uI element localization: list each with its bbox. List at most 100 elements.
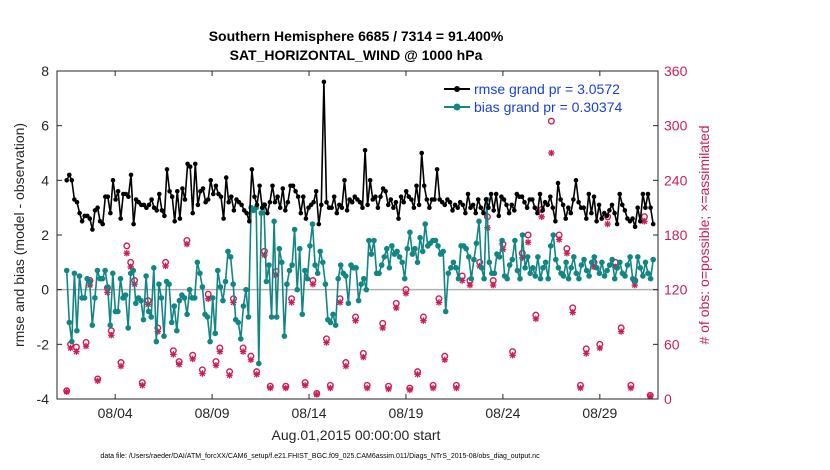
x-tick-label: 08/09 bbox=[195, 405, 230, 421]
rmse-point bbox=[427, 205, 432, 210]
obs-assimilated-point bbox=[189, 355, 196, 363]
rmse-point bbox=[648, 205, 653, 210]
rmse-point bbox=[378, 194, 383, 199]
rmse-point bbox=[128, 172, 134, 178]
obs-assimilated-point bbox=[216, 348, 224, 355]
rmse-point bbox=[108, 210, 113, 216]
bias-point bbox=[535, 254, 541, 260]
rmse-point bbox=[473, 210, 479, 216]
legend-bias-label: bias grand pr = 0.30374 bbox=[474, 99, 622, 115]
bias-point bbox=[289, 262, 295, 268]
bias-point bbox=[547, 243, 554, 249]
rmse-point bbox=[295, 194, 301, 199]
bias-point bbox=[550, 232, 557, 238]
obs-assimilated-point bbox=[360, 353, 367, 361]
bias-point bbox=[363, 286, 370, 293]
bias-point bbox=[601, 273, 608, 279]
legend: rmse grand pr = 3.0572 bias grand pr = 0… bbox=[440, 76, 654, 116]
rmse-point bbox=[571, 197, 576, 202]
rmse-point bbox=[373, 194, 378, 199]
bias-point bbox=[542, 259, 549, 266]
rmse-point bbox=[239, 202, 244, 208]
bias-point bbox=[271, 218, 277, 225]
bias-point bbox=[396, 254, 403, 260]
bias-point bbox=[412, 245, 418, 252]
rmse-point bbox=[568, 210, 574, 216]
rmse-point bbox=[167, 189, 172, 194]
obs-assimilated-point bbox=[239, 348, 247, 355]
obs-assimilated-point bbox=[548, 149, 555, 157]
bias-point bbox=[71, 270, 78, 277]
obs-assimilated-point bbox=[577, 384, 584, 392]
bias-point bbox=[481, 275, 487, 282]
obs-assimilated-point bbox=[379, 324, 386, 332]
obs-assimilated-point bbox=[309, 281, 317, 288]
rmse-point bbox=[455, 205, 461, 210]
rmse-point bbox=[249, 167, 255, 172]
obs-assimilated-point bbox=[313, 391, 320, 398]
bias-point bbox=[407, 229, 413, 236]
bias-point bbox=[642, 259, 649, 266]
rmse-point bbox=[537, 191, 543, 197]
bias-point bbox=[268, 314, 275, 320]
bias-point bbox=[409, 251, 416, 257]
rmse-point bbox=[344, 208, 350, 213]
bias-point bbox=[345, 300, 352, 307]
bias-point bbox=[330, 311, 336, 318]
rmse-point bbox=[339, 205, 345, 210]
bias-point bbox=[565, 275, 572, 282]
obs-possible-point bbox=[547, 117, 555, 125]
bias-point bbox=[227, 254, 234, 260]
bias-point bbox=[512, 237, 518, 244]
obs-assimilated-point bbox=[226, 372, 233, 379]
rmse-point bbox=[589, 210, 594, 216]
bias-point bbox=[317, 248, 324, 255]
y-axis-label: rmse and bias (model - observation) bbox=[11, 123, 27, 347]
legend-bias-marker bbox=[453, 103, 461, 111]
rmse-point bbox=[342, 178, 347, 183]
rmse-point bbox=[154, 208, 159, 213]
bias-point bbox=[432, 237, 439, 244]
bias-point bbox=[286, 267, 293, 274]
rmse-point bbox=[319, 202, 324, 208]
rmse-point bbox=[157, 191, 162, 197]
bias-point bbox=[599, 259, 605, 266]
rmse-point bbox=[614, 221, 620, 227]
bias-point bbox=[627, 254, 633, 260]
obs-assimilated-point bbox=[555, 236, 563, 243]
rmse-point bbox=[483, 197, 489, 202]
bias-point bbox=[499, 237, 505, 244]
bias-point bbox=[81, 295, 88, 301]
rmse-point bbox=[64, 178, 69, 183]
bias-point bbox=[86, 278, 93, 285]
rmse-point bbox=[131, 221, 136, 227]
rmse-point bbox=[396, 216, 401, 221]
rmse-point bbox=[159, 208, 165, 213]
rmse-point bbox=[182, 197, 188, 202]
bias-point bbox=[117, 275, 124, 282]
bias-point bbox=[243, 286, 249, 293]
rmse-point bbox=[486, 205, 491, 210]
legend-rmse-label: rmse grand pr = 3.0572 bbox=[474, 81, 620, 97]
bias-point bbox=[611, 275, 618, 282]
bias-point bbox=[302, 267, 308, 274]
rmse-point bbox=[172, 219, 177, 224]
bias-point bbox=[130, 267, 137, 274]
bias-point bbox=[553, 256, 559, 263]
bias-point bbox=[640, 273, 646, 279]
bias-point bbox=[107, 322, 113, 329]
rmse-point bbox=[100, 221, 105, 227]
rmse-point bbox=[560, 202, 566, 208]
bias-point bbox=[361, 275, 367, 282]
rmse-point bbox=[424, 197, 430, 202]
rmse-point bbox=[416, 202, 422, 208]
obs-assimilated-point bbox=[139, 382, 146, 389]
obs-assimilated-point bbox=[205, 295, 212, 302]
rmse-point bbox=[290, 183, 296, 189]
bias-series-line bbox=[65, 198, 654, 365]
bias-point bbox=[637, 265, 644, 271]
rmse-point bbox=[293, 189, 298, 194]
obs-assimilated-point bbox=[385, 385, 392, 393]
obs-assimilated-point bbox=[429, 384, 437, 392]
bias-point bbox=[222, 278, 229, 285]
